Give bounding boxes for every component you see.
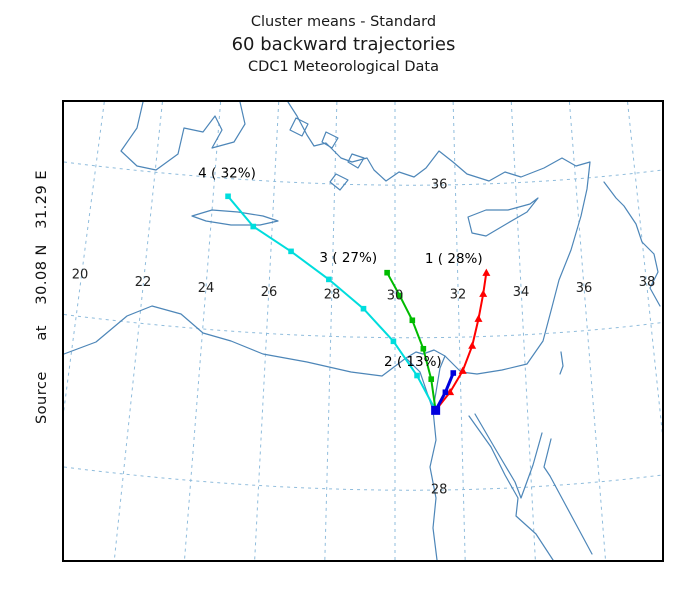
coastline-cyprus-island <box>467 197 539 237</box>
cluster-label-4: 4 ( 32%) <box>198 166 256 182</box>
trajectory-marker-square <box>396 292 403 299</box>
latlon-grid <box>64 102 662 560</box>
latitude-label: 28 <box>431 483 448 498</box>
longitude-label: 28 <box>324 288 341 303</box>
parallel-gridline <box>64 466 662 491</box>
coastline-aegean-greece <box>120 102 365 191</box>
trajectory-marker-square <box>409 317 416 324</box>
cluster-trajectories <box>225 193 491 415</box>
trajectory-marker-triangle <box>458 366 467 374</box>
cluster-label-3: 3 ( 27%) <box>319 250 377 266</box>
trajectory-marker-square <box>360 305 367 312</box>
source-location-label: Source at 30.08 N 31.29 E <box>34 169 50 425</box>
trajectory-marker-square <box>384 269 390 276</box>
longitude-label: 32 <box>450 288 467 303</box>
latitude-label: 36 <box>431 178 448 193</box>
parallel-gridline <box>64 161 662 186</box>
trajectory-marker-triangle <box>474 314 483 322</box>
trajectory-marker-square <box>414 372 420 379</box>
trajectory-marker-square <box>326 276 332 283</box>
trajectory-marker-triangle <box>479 289 488 297</box>
coastline-nile-delta-river <box>405 355 446 560</box>
map-frame: 20 22 24 26 28 30 32 34 36 38 36 28 1 ( 28%) 2 ( 13%)… <box>62 100 664 562</box>
trajectory-marker-triangle <box>468 341 477 349</box>
trajectory-cluster-3 <box>386 272 437 411</box>
longitude-label: 22 <box>135 275 152 290</box>
coastline-red-sea-sinai <box>468 413 593 560</box>
map-text-labels: 20 22 24 26 28 30 32 34 36 38 36 28 1 ( 28%) 2 ( 13%)… <box>72 166 656 498</box>
source-marker <box>431 405 441 415</box>
trajectory-marker-square <box>442 389 449 396</box>
longitude-label: 20 <box>72 268 89 283</box>
longitude-label: 34 <box>513 285 530 300</box>
plot-title-line2: 60 backward trajectories <box>231 34 456 56</box>
longitude-label: 30 <box>387 289 404 304</box>
meridian-gridline <box>627 102 662 435</box>
coastline-africa-levant-turkey <box>64 102 591 377</box>
plot-titles: Cluster means - Standard 60 backward tra… <box>0 12 687 78</box>
trajectory-marker-square <box>450 370 457 376</box>
longitude-label: 38 <box>639 275 656 290</box>
trajectory-cluster-4 <box>227 195 437 411</box>
meridian-gridline <box>64 102 105 413</box>
trajectory-marker-square <box>428 376 435 382</box>
meridian-gridline <box>254 102 280 560</box>
meridian-gridline <box>113 102 163 560</box>
trajectory-marker-square <box>420 345 427 352</box>
coastline-east-rivers <box>559 181 661 375</box>
trajectory-map: 20 22 24 26 28 30 32 34 36 38 36 28 1 ( 28%) 2 ( 13%)… <box>64 102 662 560</box>
longitude-label: 36 <box>576 281 593 296</box>
longitude-label: 26 <box>261 285 278 300</box>
cluster-label-1: 1 ( 28%) <box>425 251 483 267</box>
parallel-gridline <box>64 314 662 339</box>
coastline-crete-island <box>191 209 279 226</box>
trajectory-marker-square <box>288 248 294 255</box>
trajectory-marker-square <box>390 338 397 345</box>
trajectory-marker-square <box>250 223 257 230</box>
cluster-label-2: 2 ( 13%) <box>384 354 442 370</box>
longitude-label: 24 <box>198 281 215 296</box>
trajectory-marker-square <box>225 193 231 200</box>
plot-title-line3: CDC1 Meteorological Data <box>248 59 439 76</box>
plot-title-line1: Cluster means - Standard <box>250 14 437 30</box>
coastlines <box>64 102 661 560</box>
meridian-gridline <box>324 102 338 560</box>
trajectory-marker-triangle <box>482 268 491 276</box>
